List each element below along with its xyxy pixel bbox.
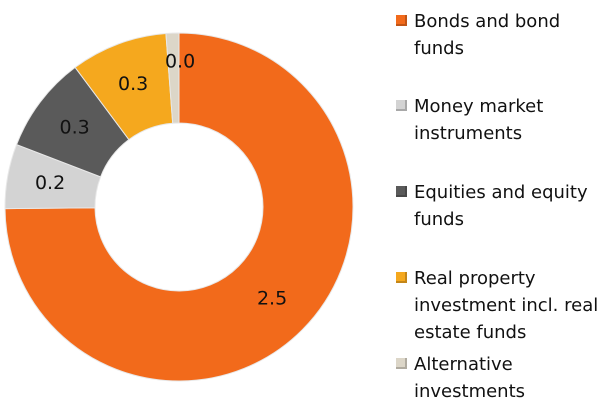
data-label: 0.2	[35, 172, 65, 194]
legend-item: Equities and equity funds	[396, 179, 601, 233]
legend-label: Equities and equity funds	[414, 182, 588, 230]
legend-label: Alternative investments	[414, 354, 526, 401]
legend-swatch	[396, 272, 407, 283]
legend-swatch	[396, 100, 407, 111]
data-label: 0.3	[118, 73, 148, 95]
legend-item: Money market instruments	[396, 93, 601, 147]
legend-swatch	[396, 358, 407, 369]
legend-label: Real property investment incl. real esta…	[414, 268, 599, 343]
data-label: 0.0	[165, 51, 195, 73]
legend-item: Real property investment incl. real esta…	[396, 265, 601, 346]
legend-item: Alternative investments	[396, 351, 601, 401]
legend-swatch	[396, 186, 407, 197]
legend-item: Bonds and bond funds	[396, 8, 601, 62]
donut-area: 2.5 0.2 0.3 0.3 0.0	[4, 32, 354, 382]
legend-swatch	[396, 15, 407, 26]
donut-slice	[165, 32, 180, 124]
legend-label: Bonds and bond funds	[414, 11, 561, 59]
legend-label: Money market instruments	[414, 96, 544, 144]
data-label: 2.5	[257, 288, 287, 310]
donut-slice	[4, 32, 354, 382]
data-label: 0.3	[60, 116, 90, 138]
